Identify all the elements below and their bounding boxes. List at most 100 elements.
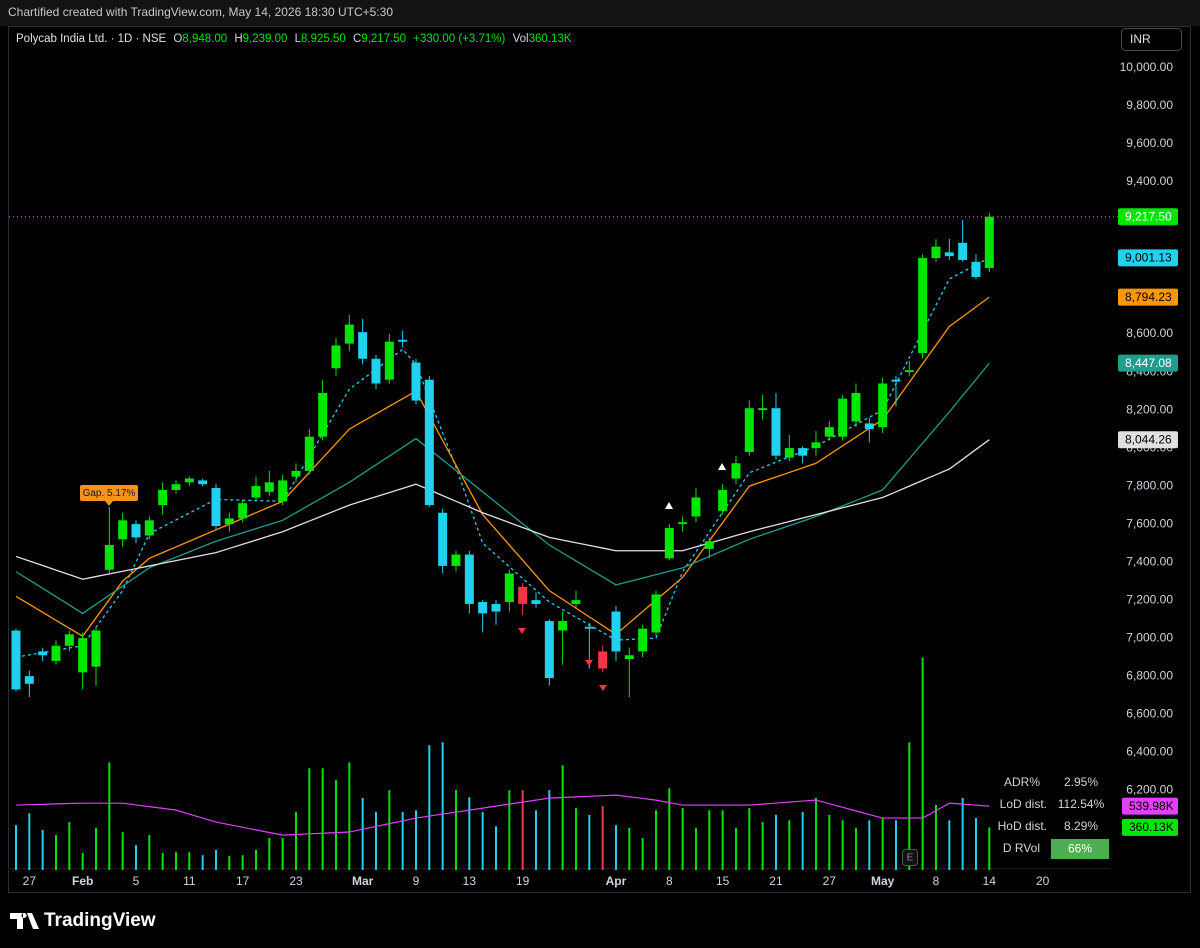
x-tick-label: 15 <box>716 874 730 888</box>
x-tick-label: 8 <box>933 874 940 888</box>
candle-body <box>91 630 101 667</box>
candle-body <box>504 573 514 603</box>
x-tick-label: 5 <box>133 874 140 888</box>
signal-down <box>599 685 607 691</box>
stat-value: 2.95% <box>1064 775 1098 789</box>
volume-bar <box>814 797 817 870</box>
legend-key: Vol <box>513 33 529 45</box>
candle-body <box>771 408 781 456</box>
volume-bar <box>441 742 444 870</box>
x-tick-label: Mar <box>352 874 374 888</box>
volume-bar <box>468 797 471 870</box>
volume-bar <box>148 835 151 870</box>
earnings-letter[interactable]: E <box>907 853 914 864</box>
x-tick-label: 9 <box>413 874 420 888</box>
legend-value: 9,239.00 <box>243 33 288 45</box>
earnings-icon[interactable] <box>902 849 918 866</box>
volume-bar <box>588 815 591 870</box>
volume-bar <box>908 742 911 870</box>
y-tick-label: 7,200.00 <box>1126 592 1173 606</box>
x-tick-label: 27 <box>23 874 37 888</box>
candle-body <box>731 463 741 479</box>
candle-body <box>78 638 88 673</box>
candle-body <box>984 216 994 268</box>
candle-body <box>144 520 154 536</box>
x-tick-label: 21 <box>769 874 783 888</box>
volume-bar <box>574 807 577 870</box>
y-tick-label: 6,800.00 <box>1126 668 1173 682</box>
signal-down <box>518 628 526 634</box>
candle-body <box>958 242 968 260</box>
candle-body <box>691 497 701 517</box>
volume-bar <box>188 852 191 870</box>
price-tag-label: 8,794.23 <box>1125 290 1172 304</box>
volume-bar <box>788 820 791 870</box>
candle-body <box>291 470 301 477</box>
candle-body <box>451 554 461 566</box>
volume-bar <box>494 826 497 870</box>
candle-body <box>438 512 448 566</box>
currency-button[interactable] <box>1121 28 1182 51</box>
price-tag-label: 8,447.08 <box>1125 356 1172 370</box>
brand-logo <box>10 913 39 929</box>
candle-body <box>544 621 554 679</box>
candle-body <box>211 488 221 527</box>
moving-average <box>15 439 990 580</box>
volume-bar <box>961 797 964 870</box>
x-tick-label: 13 <box>463 874 477 888</box>
candle-body <box>264 482 274 492</box>
stats-table: ADR% 2.95% LoD dist. 112.54% HoD dist. 8… <box>998 775 1109 859</box>
volume-bar <box>654 810 657 870</box>
candle-body <box>344 324 354 344</box>
volume-bar <box>881 817 884 870</box>
candle-body <box>611 611 621 652</box>
candle-body <box>118 520 128 540</box>
candle-body <box>478 602 488 614</box>
x-tick-label: 11 <box>183 874 196 888</box>
currency[interactable]: INR <box>1130 32 1151 46</box>
volume-bar <box>348 762 351 870</box>
candle-body <box>104 545 114 570</box>
candle-body <box>811 442 821 449</box>
footer <box>0 894 1200 948</box>
candle-body <box>38 651 48 656</box>
candle-body <box>798 448 808 456</box>
legend-key: O <box>173 33 182 45</box>
x-tick-label: Feb <box>72 874 93 888</box>
volume-bar <box>641 838 644 870</box>
candle-body <box>864 423 874 430</box>
y-tick-label: 7,400.00 <box>1126 554 1173 568</box>
stat-label: HoD dist. <box>998 819 1047 833</box>
candle-body <box>358 332 368 359</box>
legend-value: 8,925.50 <box>301 33 346 45</box>
stat-label: D RVol <box>1003 841 1040 855</box>
candle-body <box>531 600 541 604</box>
legend-value: 8,948.00 <box>182 33 227 45</box>
candle-body <box>224 518 234 525</box>
candle-body <box>598 651 608 669</box>
candle-body <box>424 379 434 506</box>
volume-bar <box>708 810 711 870</box>
volume-bar <box>534 810 537 870</box>
candle-body <box>744 408 754 452</box>
volume-bar <box>548 790 551 870</box>
volume-bar <box>681 807 684 870</box>
volume-bar <box>894 820 897 870</box>
volume-bar <box>828 815 831 870</box>
candle-body <box>664 527 674 559</box>
candle-body <box>371 358 381 384</box>
moving-average <box>15 296 990 638</box>
candle-body <box>518 586 528 604</box>
candle-body <box>944 252 954 257</box>
volume-bar <box>15 825 17 870</box>
volume-bar <box>748 807 751 870</box>
candle-body <box>304 436 314 471</box>
price-tag-label: 9,001.13 <box>1125 251 1172 265</box>
chart-frame <box>8 26 1191 893</box>
candle-body <box>918 258 928 354</box>
volume-bar <box>174 852 177 870</box>
x-tick-label: 20 <box>1036 874 1050 888</box>
volume-bar <box>28 813 31 870</box>
